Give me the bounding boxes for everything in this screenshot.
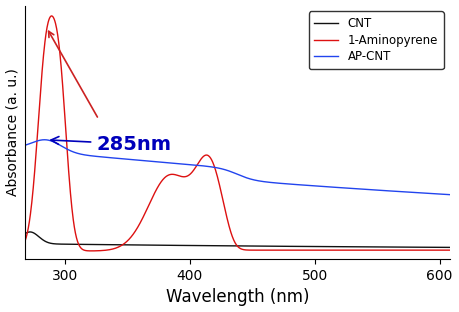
Line: CNT: CNT bbox=[25, 232, 448, 247]
CNT bbox=[446, 246, 451, 249]
1-Aminopyrene bbox=[446, 248, 451, 252]
CNT bbox=[79, 242, 84, 246]
AP-CNT bbox=[94, 154, 100, 158]
1-Aminopyrene bbox=[207, 155, 212, 159]
AP-CNT bbox=[207, 165, 212, 168]
AP-CNT bbox=[42, 138, 47, 142]
CNT bbox=[94, 243, 100, 246]
AP-CNT bbox=[254, 179, 260, 183]
CNT bbox=[27, 230, 33, 234]
AP-CNT bbox=[22, 143, 28, 147]
CNT bbox=[165, 243, 171, 247]
AP-CNT bbox=[165, 161, 171, 165]
1-Aminopyrene bbox=[89, 249, 94, 253]
1-Aminopyrene bbox=[254, 248, 260, 252]
1-Aminopyrene bbox=[79, 247, 84, 251]
1-Aminopyrene bbox=[166, 173, 171, 177]
1-Aminopyrene bbox=[49, 14, 54, 18]
AP-CNT bbox=[79, 153, 84, 156]
CNT bbox=[22, 232, 28, 236]
Legend: CNT, 1-Aminopyrene, AP-CNT: CNT, 1-Aminopyrene, AP-CNT bbox=[308, 12, 443, 69]
Line: 1-Aminopyrene: 1-Aminopyrene bbox=[25, 16, 448, 251]
CNT bbox=[245, 244, 251, 248]
AP-CNT bbox=[446, 193, 451, 197]
Y-axis label: Absorbance (a. u.): Absorbance (a. u.) bbox=[6, 68, 20, 196]
CNT bbox=[254, 244, 260, 248]
CNT bbox=[207, 244, 212, 247]
Text: 285nm: 285nm bbox=[51, 134, 171, 154]
1-Aminopyrene bbox=[246, 248, 251, 252]
X-axis label: Wavelength (nm): Wavelength (nm) bbox=[165, 289, 308, 306]
AP-CNT bbox=[245, 177, 251, 180]
1-Aminopyrene bbox=[95, 249, 100, 253]
Line: AP-CNT: AP-CNT bbox=[25, 140, 448, 195]
1-Aminopyrene bbox=[22, 239, 28, 243]
